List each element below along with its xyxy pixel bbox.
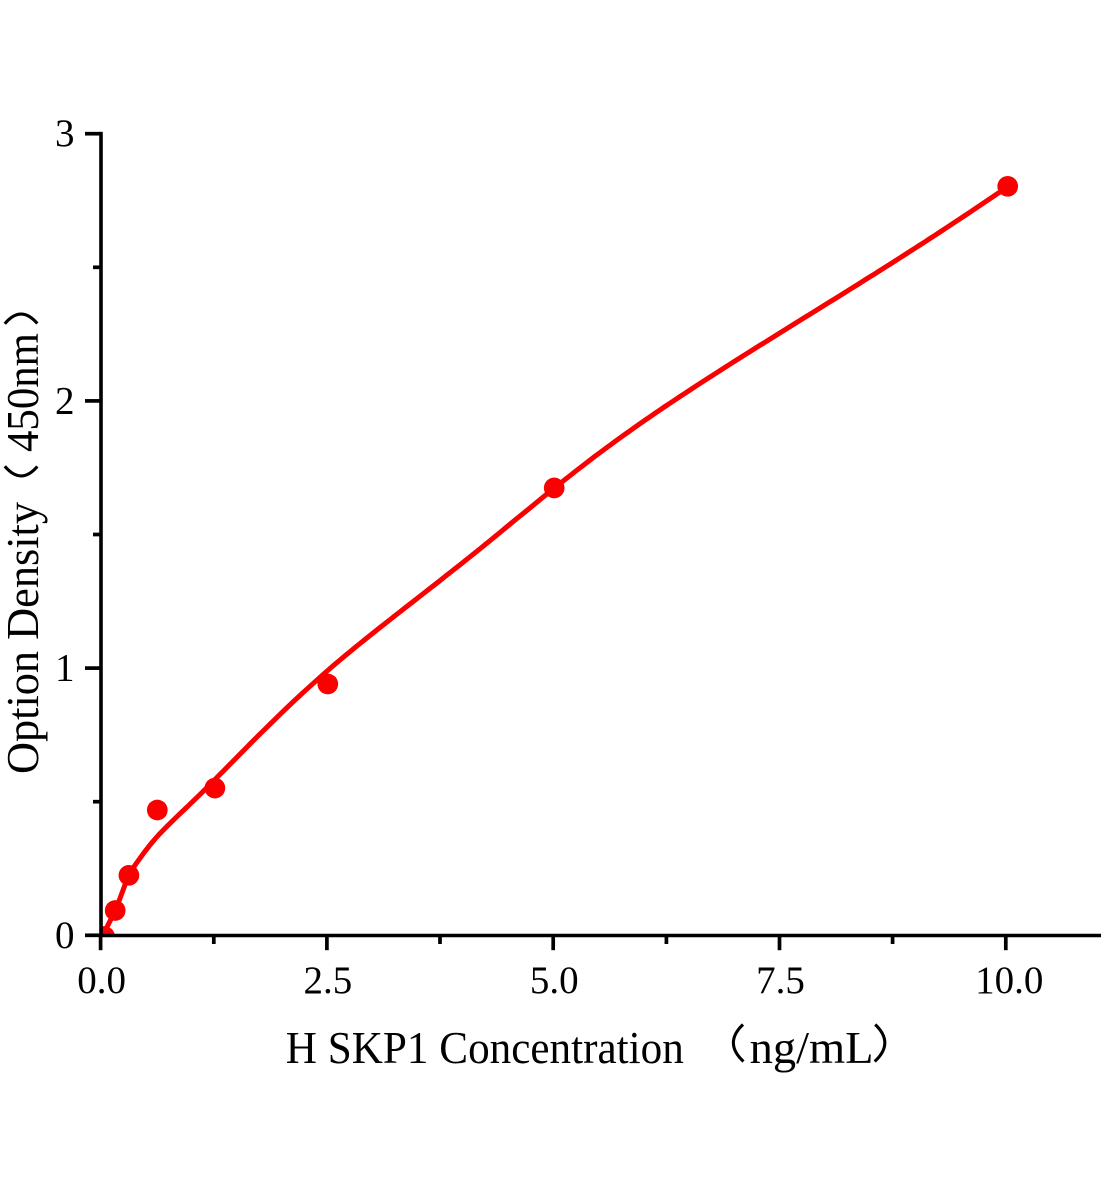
svg-text:3: 3 xyxy=(55,112,75,155)
svg-text:10.0: 10.0 xyxy=(975,959,1043,1002)
svg-text:2.5: 2.5 xyxy=(304,959,353,1002)
svg-text:H SKP1 Concentration: H SKP1 Concentration xyxy=(286,1022,684,1073)
svg-text:ng/mL: ng/mL xyxy=(750,1022,874,1073)
svg-text:1: 1 xyxy=(55,647,75,690)
svg-text:7.5: 7.5 xyxy=(756,959,805,1002)
svg-text:450nm: 450nm xyxy=(0,333,48,452)
svg-text:2: 2 xyxy=(55,379,75,422)
svg-text:Option Density: Option Density xyxy=(0,502,48,774)
svg-text:0: 0 xyxy=(55,914,75,957)
svg-text:5.0: 5.0 xyxy=(530,959,579,1002)
svg-text:0.0: 0.0 xyxy=(77,959,126,1002)
